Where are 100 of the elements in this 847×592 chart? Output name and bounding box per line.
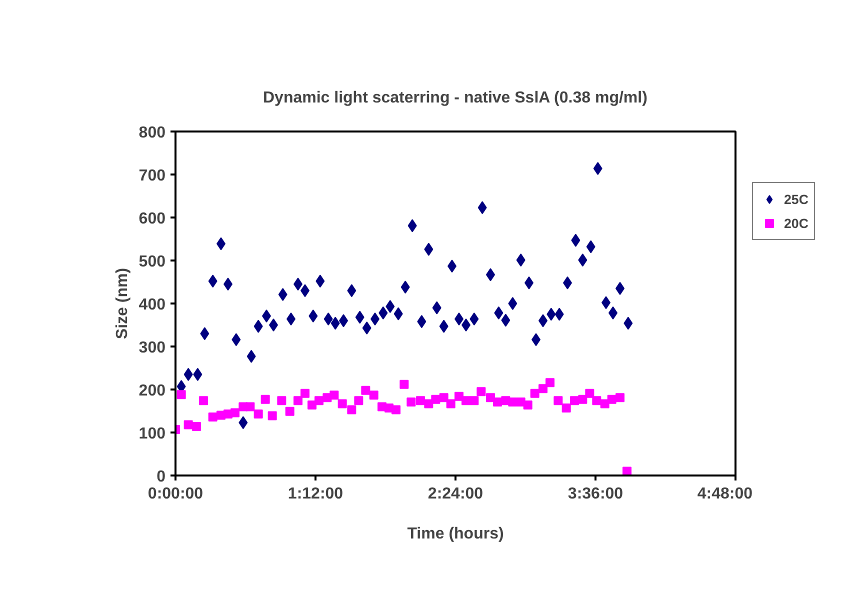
point [546,378,554,388]
point [508,397,518,406]
point [546,308,556,321]
point [300,388,310,398]
point [260,394,270,404]
point [378,306,388,320]
x-tick-label: 4:48:00 [697,486,753,502]
point [314,396,324,406]
point [432,301,442,314]
point [431,394,440,404]
y-tick-label: 500 [138,254,166,270]
point [470,396,479,406]
point [538,384,548,394]
point [470,312,479,326]
point [554,396,563,406]
point [354,396,364,406]
point [446,399,456,408]
point [324,312,333,326]
point [369,390,378,400]
point [622,466,632,476]
point [316,274,325,288]
point [278,288,288,301]
point [554,308,564,321]
point [392,405,400,414]
point [523,400,532,410]
point [285,406,294,416]
y-axis-title: Size (nm) [114,268,131,340]
y-tick-label: 700 [138,168,166,184]
x-tick-label: 3:36:00 [568,486,624,502]
point [578,394,588,404]
y-tick-label: 0 [156,468,166,486]
point [230,408,240,418]
point [585,388,594,398]
x-tick-label: 2:24:00 [428,486,484,502]
y-tick-label: 200 [138,382,166,400]
chart-title: Dynamic light scaterring - native SslA (0.38 mg/ml) [263,90,648,106]
point [408,219,417,232]
point [192,422,201,431]
point [277,396,286,406]
point [355,310,364,324]
point [176,390,186,400]
point [308,309,318,322]
y-tick-label: 600 [138,210,166,228]
y-tick-label: 100 [138,426,166,442]
point [562,403,571,412]
point [246,402,255,412]
point [184,420,193,430]
point [208,412,218,422]
point [616,393,624,402]
point [586,240,596,254]
point [607,394,616,404]
x-tick-label: 1:12:00 [288,486,344,502]
x-axis-title: Time (hours) [407,526,504,542]
point [330,316,340,330]
point [478,201,487,214]
point [624,316,633,330]
point [406,397,416,406]
point [362,322,372,335]
point [501,314,510,327]
point [254,320,263,333]
point [578,254,588,267]
point [268,411,277,420]
point [347,405,356,414]
y-tick-label: 800 [138,124,166,142]
point [508,297,518,310]
point [254,410,263,419]
point [294,396,302,406]
y-tick-label: 300 [138,340,166,356]
point [439,320,448,333]
point [593,162,602,175]
point [516,254,526,267]
legend-label: 20C [784,216,808,230]
point [439,393,448,402]
point [570,396,579,406]
point [238,416,248,430]
point [193,368,202,381]
point [493,397,502,406]
x-tick-label: 0:00:00 [148,486,204,502]
point [330,390,339,400]
point [530,388,540,398]
point [200,327,210,340]
point [424,242,434,256]
legend-label: 25C [784,192,808,206]
point [494,306,504,320]
point [338,399,347,408]
point [400,380,409,389]
point [394,307,403,320]
point [386,300,395,314]
point [208,274,218,288]
point [184,368,193,381]
point [416,396,425,406]
point [592,396,602,406]
point [400,280,410,294]
point [199,396,208,406]
point [361,386,370,395]
point [462,396,470,406]
point [571,234,580,247]
point [347,284,356,298]
point [417,315,426,328]
y-tick-label: 400 [138,296,166,314]
